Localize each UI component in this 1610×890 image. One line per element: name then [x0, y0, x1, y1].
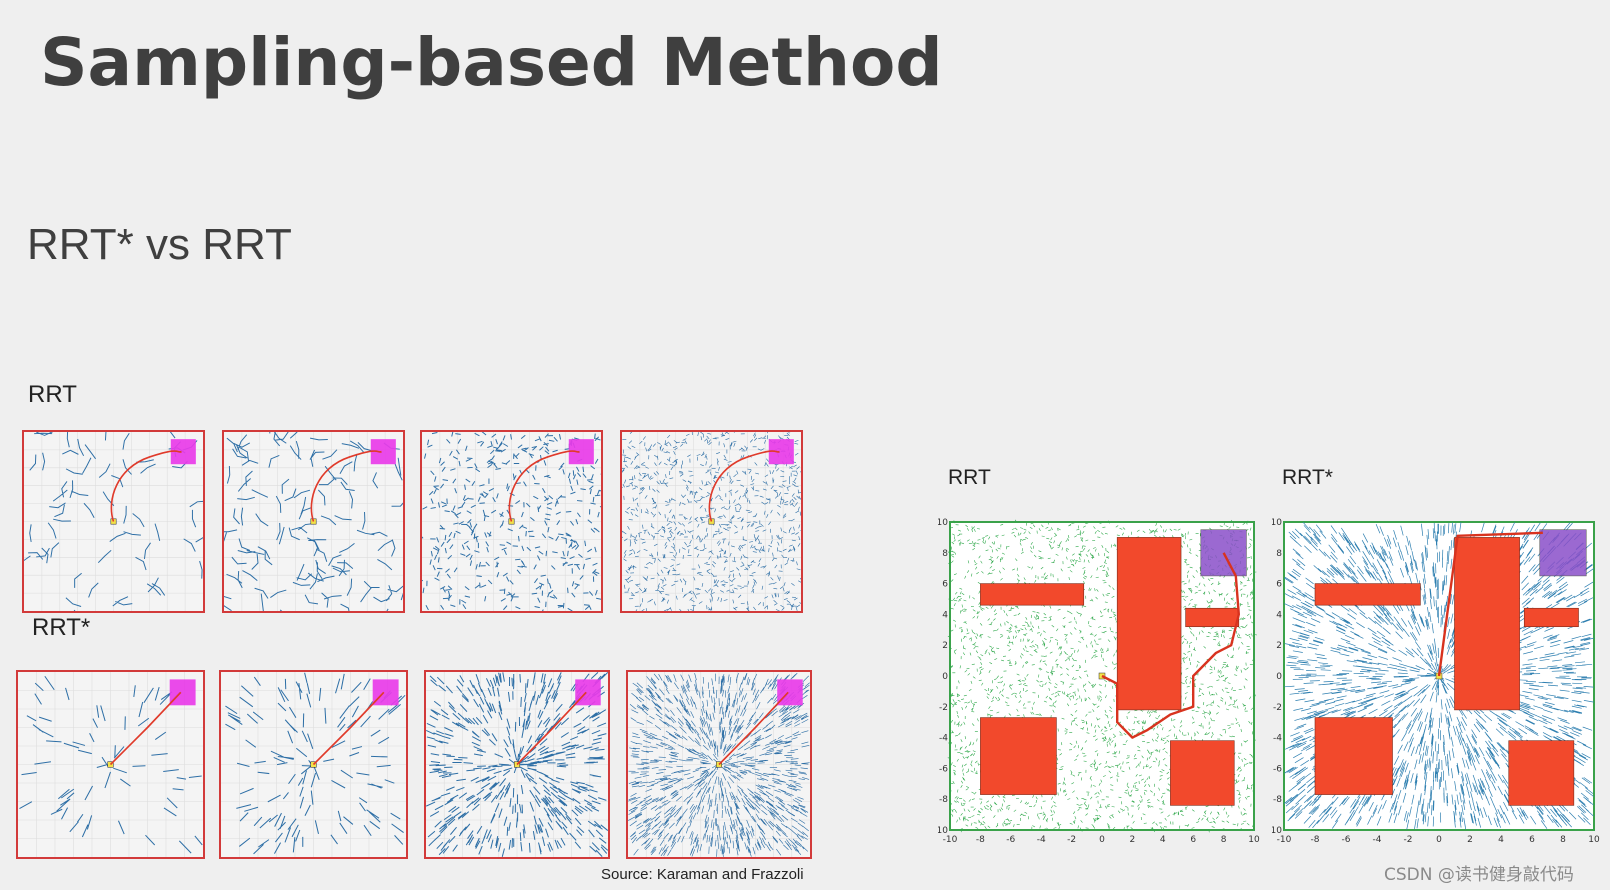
rrt-panel-2: [222, 430, 405, 613]
slide-subtitle: RRT* vs RRT: [27, 220, 292, 269]
svg-text:-2: -2: [1273, 703, 1282, 713]
svg-text:2: 2: [1276, 641, 1282, 651]
svg-text:-4: -4: [1037, 835, 1046, 845]
rrt-obstacle-plot: -10 -8 -6 -4 -2 0 2 4 6 8 10 10 8 6 4 2 0 -2 -4 -6 -8 10: [938, 518, 1268, 848]
rrtstar-obstacle-plot: -10 -8 -6 -4 -2 0 2 4 6 8 10 10 8 6 4 2 0 -2 -4 -6 -8 10: [1272, 518, 1608, 848]
source-caption: Source: Karaman and Frazzoli: [601, 866, 804, 883]
svg-text:8: 8: [942, 549, 948, 559]
svg-text:-4: -4: [1373, 835, 1382, 845]
row-label-rrt: RRT: [28, 381, 77, 408]
svg-text:2: 2: [1467, 835, 1473, 845]
svg-text:-6: -6: [1006, 835, 1015, 845]
rrt-panel-3: [420, 430, 603, 613]
svg-text:0: 0: [1436, 835, 1442, 845]
svg-text:-2: -2: [939, 703, 948, 713]
rrt-panel-4: [620, 430, 803, 613]
svg-text:8: 8: [1276, 549, 1282, 559]
svg-text:4: 4: [942, 610, 948, 620]
svg-text:8: 8: [1560, 835, 1566, 845]
svg-text:-8: -8: [1311, 835, 1320, 845]
svg-text:6: 6: [942, 580, 948, 590]
rrtstar-panel-4: [626, 670, 812, 859]
svg-text:-8: -8: [1273, 795, 1282, 805]
svg-text:10: 10: [1272, 826, 1282, 836]
watermark: CSDN @读书健身敲代码: [1384, 865, 1574, 885]
svg-text:4: 4: [1276, 610, 1282, 620]
svg-text:10: 10: [1588, 835, 1600, 845]
row-label-rrtstar: RRT*: [32, 614, 91, 641]
svg-text:-6: -6: [1342, 835, 1351, 845]
plot-label-rrtstar: RRT*: [1282, 466, 1333, 489]
svg-text:-8: -8: [939, 795, 948, 805]
rrtstar-panel-2: [219, 670, 408, 859]
slide-title: Sampling-based Method: [40, 24, 943, 101]
svg-text:6: 6: [1529, 835, 1535, 845]
rrt-panel-1: [22, 430, 205, 613]
svg-text:-6: -6: [939, 764, 948, 774]
svg-text:6: 6: [1276, 580, 1282, 590]
svg-text:0: 0: [1099, 835, 1105, 845]
svg-text:2: 2: [1130, 835, 1136, 845]
svg-text:10: 10: [938, 826, 948, 836]
svg-text:-10: -10: [943, 835, 958, 845]
svg-text:8: 8: [1221, 835, 1227, 845]
svg-text:-4: -4: [939, 734, 948, 744]
svg-text:6: 6: [1190, 835, 1196, 845]
plot-label-rrt: RRT: [948, 466, 991, 489]
svg-text:-6: -6: [1273, 764, 1282, 774]
svg-text:0: 0: [942, 672, 948, 682]
rrtstar-panel-3: [424, 670, 610, 859]
svg-text:0: 0: [1276, 672, 1282, 682]
svg-text:-8: -8: [976, 835, 985, 845]
svg-text:-4: -4: [1273, 734, 1282, 744]
svg-text:10: 10: [938, 518, 948, 528]
svg-text:4: 4: [1160, 835, 1166, 845]
rrtstar-panel-1: [16, 670, 205, 859]
svg-text:-2: -2: [1067, 835, 1076, 845]
svg-text:2: 2: [942, 641, 948, 651]
svg-text:-2: -2: [1404, 835, 1413, 845]
svg-text:10: 10: [1272, 518, 1282, 528]
svg-text:4: 4: [1498, 835, 1504, 845]
svg-text:-10: -10: [1277, 835, 1292, 845]
svg-text:10: 10: [1248, 835, 1260, 845]
